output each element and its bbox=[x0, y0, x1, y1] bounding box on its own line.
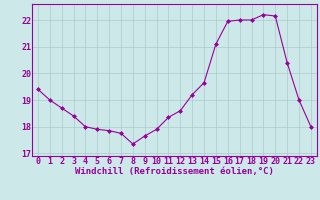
X-axis label: Windchill (Refroidissement éolien,°C): Windchill (Refroidissement éolien,°C) bbox=[75, 167, 274, 176]
